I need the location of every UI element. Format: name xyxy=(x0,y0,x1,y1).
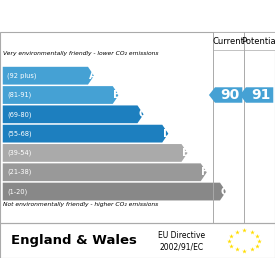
Polygon shape xyxy=(3,163,207,181)
Text: 91: 91 xyxy=(251,88,271,102)
Polygon shape xyxy=(3,67,94,85)
Text: (81-91): (81-91) xyxy=(7,92,31,98)
Text: Environmental Impact (CO₂) Rating: Environmental Impact (CO₂) Rating xyxy=(15,10,260,23)
Text: Not environmentally friendly - higher CO₂ emissions: Not environmentally friendly - higher CO… xyxy=(3,202,158,207)
Polygon shape xyxy=(3,125,168,142)
Text: G: G xyxy=(221,187,229,197)
Text: E: E xyxy=(182,148,189,158)
Text: Very environmentally friendly - lower CO₂ emissions: Very environmentally friendly - lower CO… xyxy=(3,51,158,56)
Text: (69-80): (69-80) xyxy=(7,111,31,118)
Text: Current: Current xyxy=(213,37,244,45)
Text: 2002/91/EC: 2002/91/EC xyxy=(160,242,204,251)
Text: (55-68): (55-68) xyxy=(7,130,32,137)
Text: B: B xyxy=(113,90,121,100)
Bar xyxy=(244,32,275,50)
Text: F: F xyxy=(201,167,208,177)
Text: (1-20): (1-20) xyxy=(7,188,27,195)
Text: Potential: Potential xyxy=(241,37,275,45)
Text: D: D xyxy=(163,129,171,139)
Text: C: C xyxy=(138,109,146,119)
Polygon shape xyxy=(3,106,144,123)
Text: (39-54): (39-54) xyxy=(7,150,31,156)
Text: EU Directive: EU Directive xyxy=(158,231,205,240)
Polygon shape xyxy=(3,183,226,200)
Polygon shape xyxy=(209,87,242,103)
Text: (21-38): (21-38) xyxy=(7,169,31,175)
Text: England & Wales: England & Wales xyxy=(11,234,137,247)
Text: (92 plus): (92 plus) xyxy=(7,72,36,79)
Polygon shape xyxy=(3,86,119,104)
Text: A: A xyxy=(89,71,97,81)
Text: 90: 90 xyxy=(221,88,240,102)
Polygon shape xyxy=(3,144,188,162)
Bar xyxy=(213,32,244,50)
Polygon shape xyxy=(240,87,273,103)
